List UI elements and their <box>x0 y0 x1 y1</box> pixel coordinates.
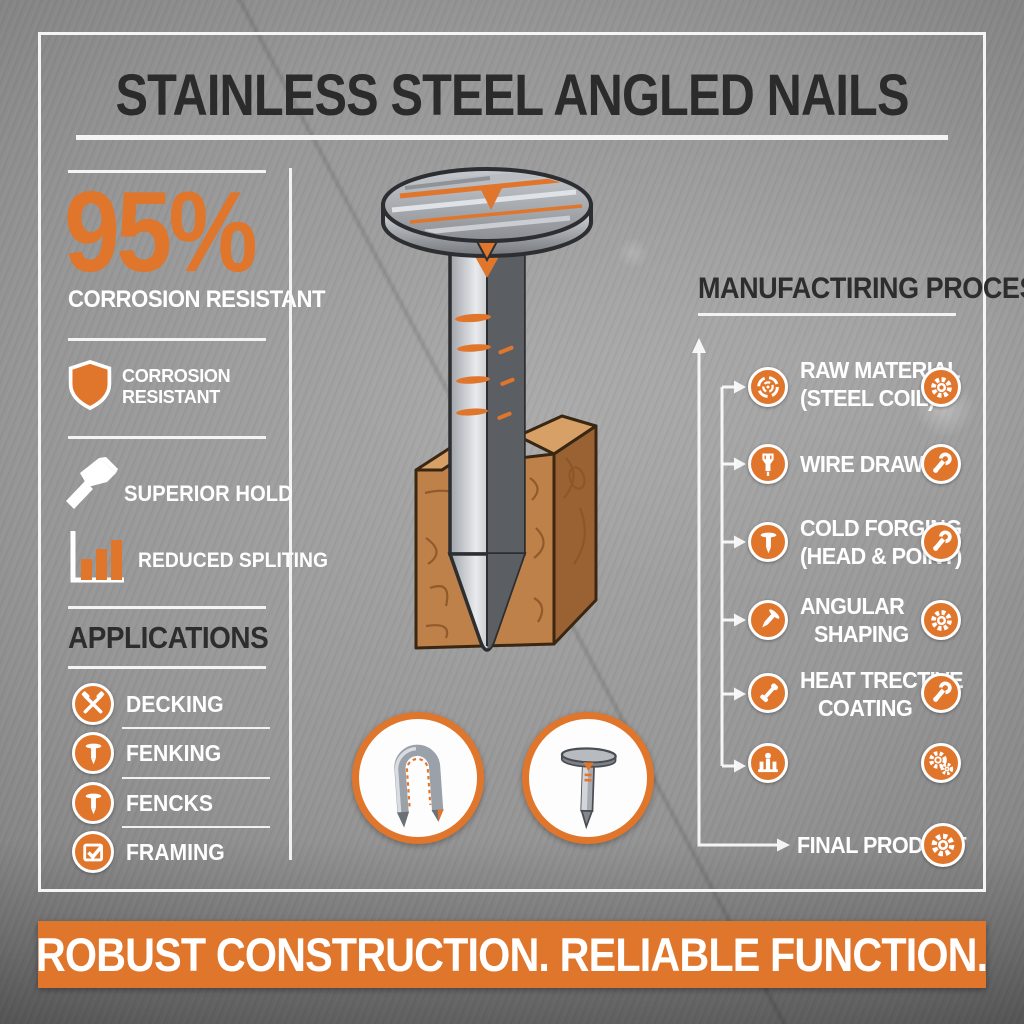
gear-icon <box>921 600 961 640</box>
staple-product-badge <box>352 712 484 844</box>
wire-die-icon <box>748 444 788 484</box>
gear-icon <box>921 367 961 407</box>
hammer-icon <box>66 457 118 509</box>
divider <box>68 170 266 173</box>
divider <box>68 666 266 669</box>
nail-icon <box>748 522 788 562</box>
application-label: FENCKS <box>126 790 213 816</box>
application-label: FENKING <box>126 740 222 766</box>
border-frame <box>38 32 986 892</box>
nail-product-badge <box>522 712 654 844</box>
list-separator <box>122 727 270 729</box>
checkbox-icon <box>72 831 114 873</box>
process-heading: MANUFACTIRING PROCESS <box>698 272 1024 305</box>
wrench-icon <box>921 444 961 484</box>
title-underline <box>76 135 948 140</box>
nail-product-icon <box>560 747 617 830</box>
footer-banner-text: ROBUST CONSTRUCTION. RELIABLE FUNCTION. <box>36 928 988 981</box>
divider <box>68 606 266 609</box>
feature-label: CORROSION RESISTANT <box>122 366 231 407</box>
list-separator <box>122 826 270 828</box>
nail-icon <box>72 782 114 824</box>
stat-label: CORROSION RESISTANT <box>68 286 326 313</box>
column-divider <box>289 168 292 860</box>
footer-banner: ROBUST CONSTRUCTION. RELIABLE FUNCTION. <box>36 921 989 988</box>
application-label: DECKING <box>126 691 224 717</box>
nail-icon <box>72 732 114 774</box>
page-title: STAINLESS STEEL ANGLED NAILS <box>115 63 909 128</box>
process-flow-connectors <box>692 338 790 852</box>
feature-label: SUPERIOR HOLD <box>124 481 293 506</box>
process-heading-underline <box>698 313 956 316</box>
process-step-label: ANGULAR SHAPING <box>800 593 909 647</box>
double-gear-icon <box>921 743 961 783</box>
staple-icon <box>394 744 444 828</box>
application-label: FRAMING <box>126 839 225 865</box>
divider <box>68 436 266 439</box>
rod-tool-icon <box>748 673 788 713</box>
bar-chart-icon <box>70 531 124 583</box>
stat-value: 95% <box>64 169 258 296</box>
wrench-icon <box>921 522 961 562</box>
applications-heading: APPLICATIONS <box>68 620 269 655</box>
gear-icon <box>921 823 965 867</box>
crossed-tools-icon <box>72 683 114 725</box>
factory-icon <box>748 743 788 783</box>
shield-icon <box>68 359 112 411</box>
wrench-icon <box>921 673 961 713</box>
list-separator <box>122 777 270 779</box>
divider <box>68 338 266 341</box>
nail-in-wood-illustration <box>381 167 598 652</box>
feature-label: REDUCED SPLITING <box>138 549 328 572</box>
steel-coil-icon <box>748 367 788 407</box>
angled-nail-icon <box>748 600 788 640</box>
